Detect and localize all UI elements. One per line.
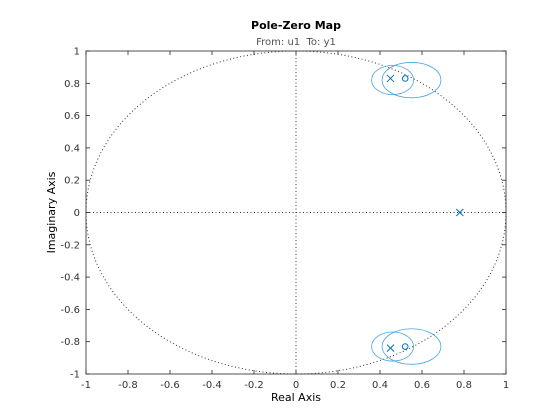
pole-zero-markers	[386, 74, 464, 353]
x-tick-label: 0.4	[372, 380, 388, 391]
x-tick-label: -0.2	[244, 380, 264, 391]
uncertainty-region	[371, 65, 415, 96]
x-tick-label: 1	[503, 380, 509, 391]
x-tick-label: 0	[293, 380, 299, 391]
pole-marker-stroke	[386, 74, 395, 83]
y-tick-label: -0.2	[60, 240, 80, 251]
y-tick-label: 1	[74, 47, 80, 58]
pole-marker-stroke	[386, 344, 395, 353]
x-axis-label: Real Axis	[271, 391, 321, 404]
x-tick-label: -1	[81, 380, 91, 391]
pole-marker	[455, 208, 464, 217]
axis-ticks: -1 -0.8 -0.6 -0.4 -0.2 0 0.2 0.4 0.6 0.8 1 -1 -0.8 -0…	[60, 47, 509, 392]
x-tick-label: 0.8	[456, 380, 472, 391]
zero-marker	[401, 75, 409, 82]
x-tick-label: 0.6	[414, 380, 430, 391]
x-tick-label: -0.6	[160, 380, 180, 391]
y-tick-label: -1	[70, 370, 80, 381]
y-tick-label: -0.8	[60, 337, 80, 348]
uncertainty-region	[371, 331, 415, 362]
chart-subtitle: From: u1 To: y1	[256, 37, 336, 48]
y-tick-label: 0.6	[64, 111, 80, 122]
y-tick-label: 0.8	[64, 79, 80, 90]
y-tick-label: 0.2	[64, 176, 80, 187]
x-tick-label: 0.2	[330, 380, 346, 391]
uncertainty-region	[381, 328, 442, 365]
y-tick-label: -0.6	[60, 305, 80, 316]
pole-marker-stroke	[455, 208, 464, 217]
plot-area: -1 -0.8 -0.6 -0.4 -0.2 0 0.2 0.4 0.6 0.8 1 -1 -0.8 -0…	[60, 47, 509, 392]
x-tick-label: -0.8	[118, 380, 138, 391]
zero-marker	[401, 343, 409, 350]
uncertainty-region	[381, 61, 442, 99]
y-tick-label: -0.4	[60, 273, 80, 284]
pole-marker	[386, 344, 395, 353]
y-axis-label: Imaginary Axis	[45, 171, 58, 253]
pole-marker	[386, 74, 395, 83]
uncertainty-regions	[371, 61, 442, 365]
y-tick-label: 0.4	[64, 143, 80, 154]
y-tick-label: 0	[74, 208, 80, 219]
x-tick-label: -0.4	[202, 380, 222, 391]
chart-title: Pole-Zero Map	[251, 19, 341, 32]
